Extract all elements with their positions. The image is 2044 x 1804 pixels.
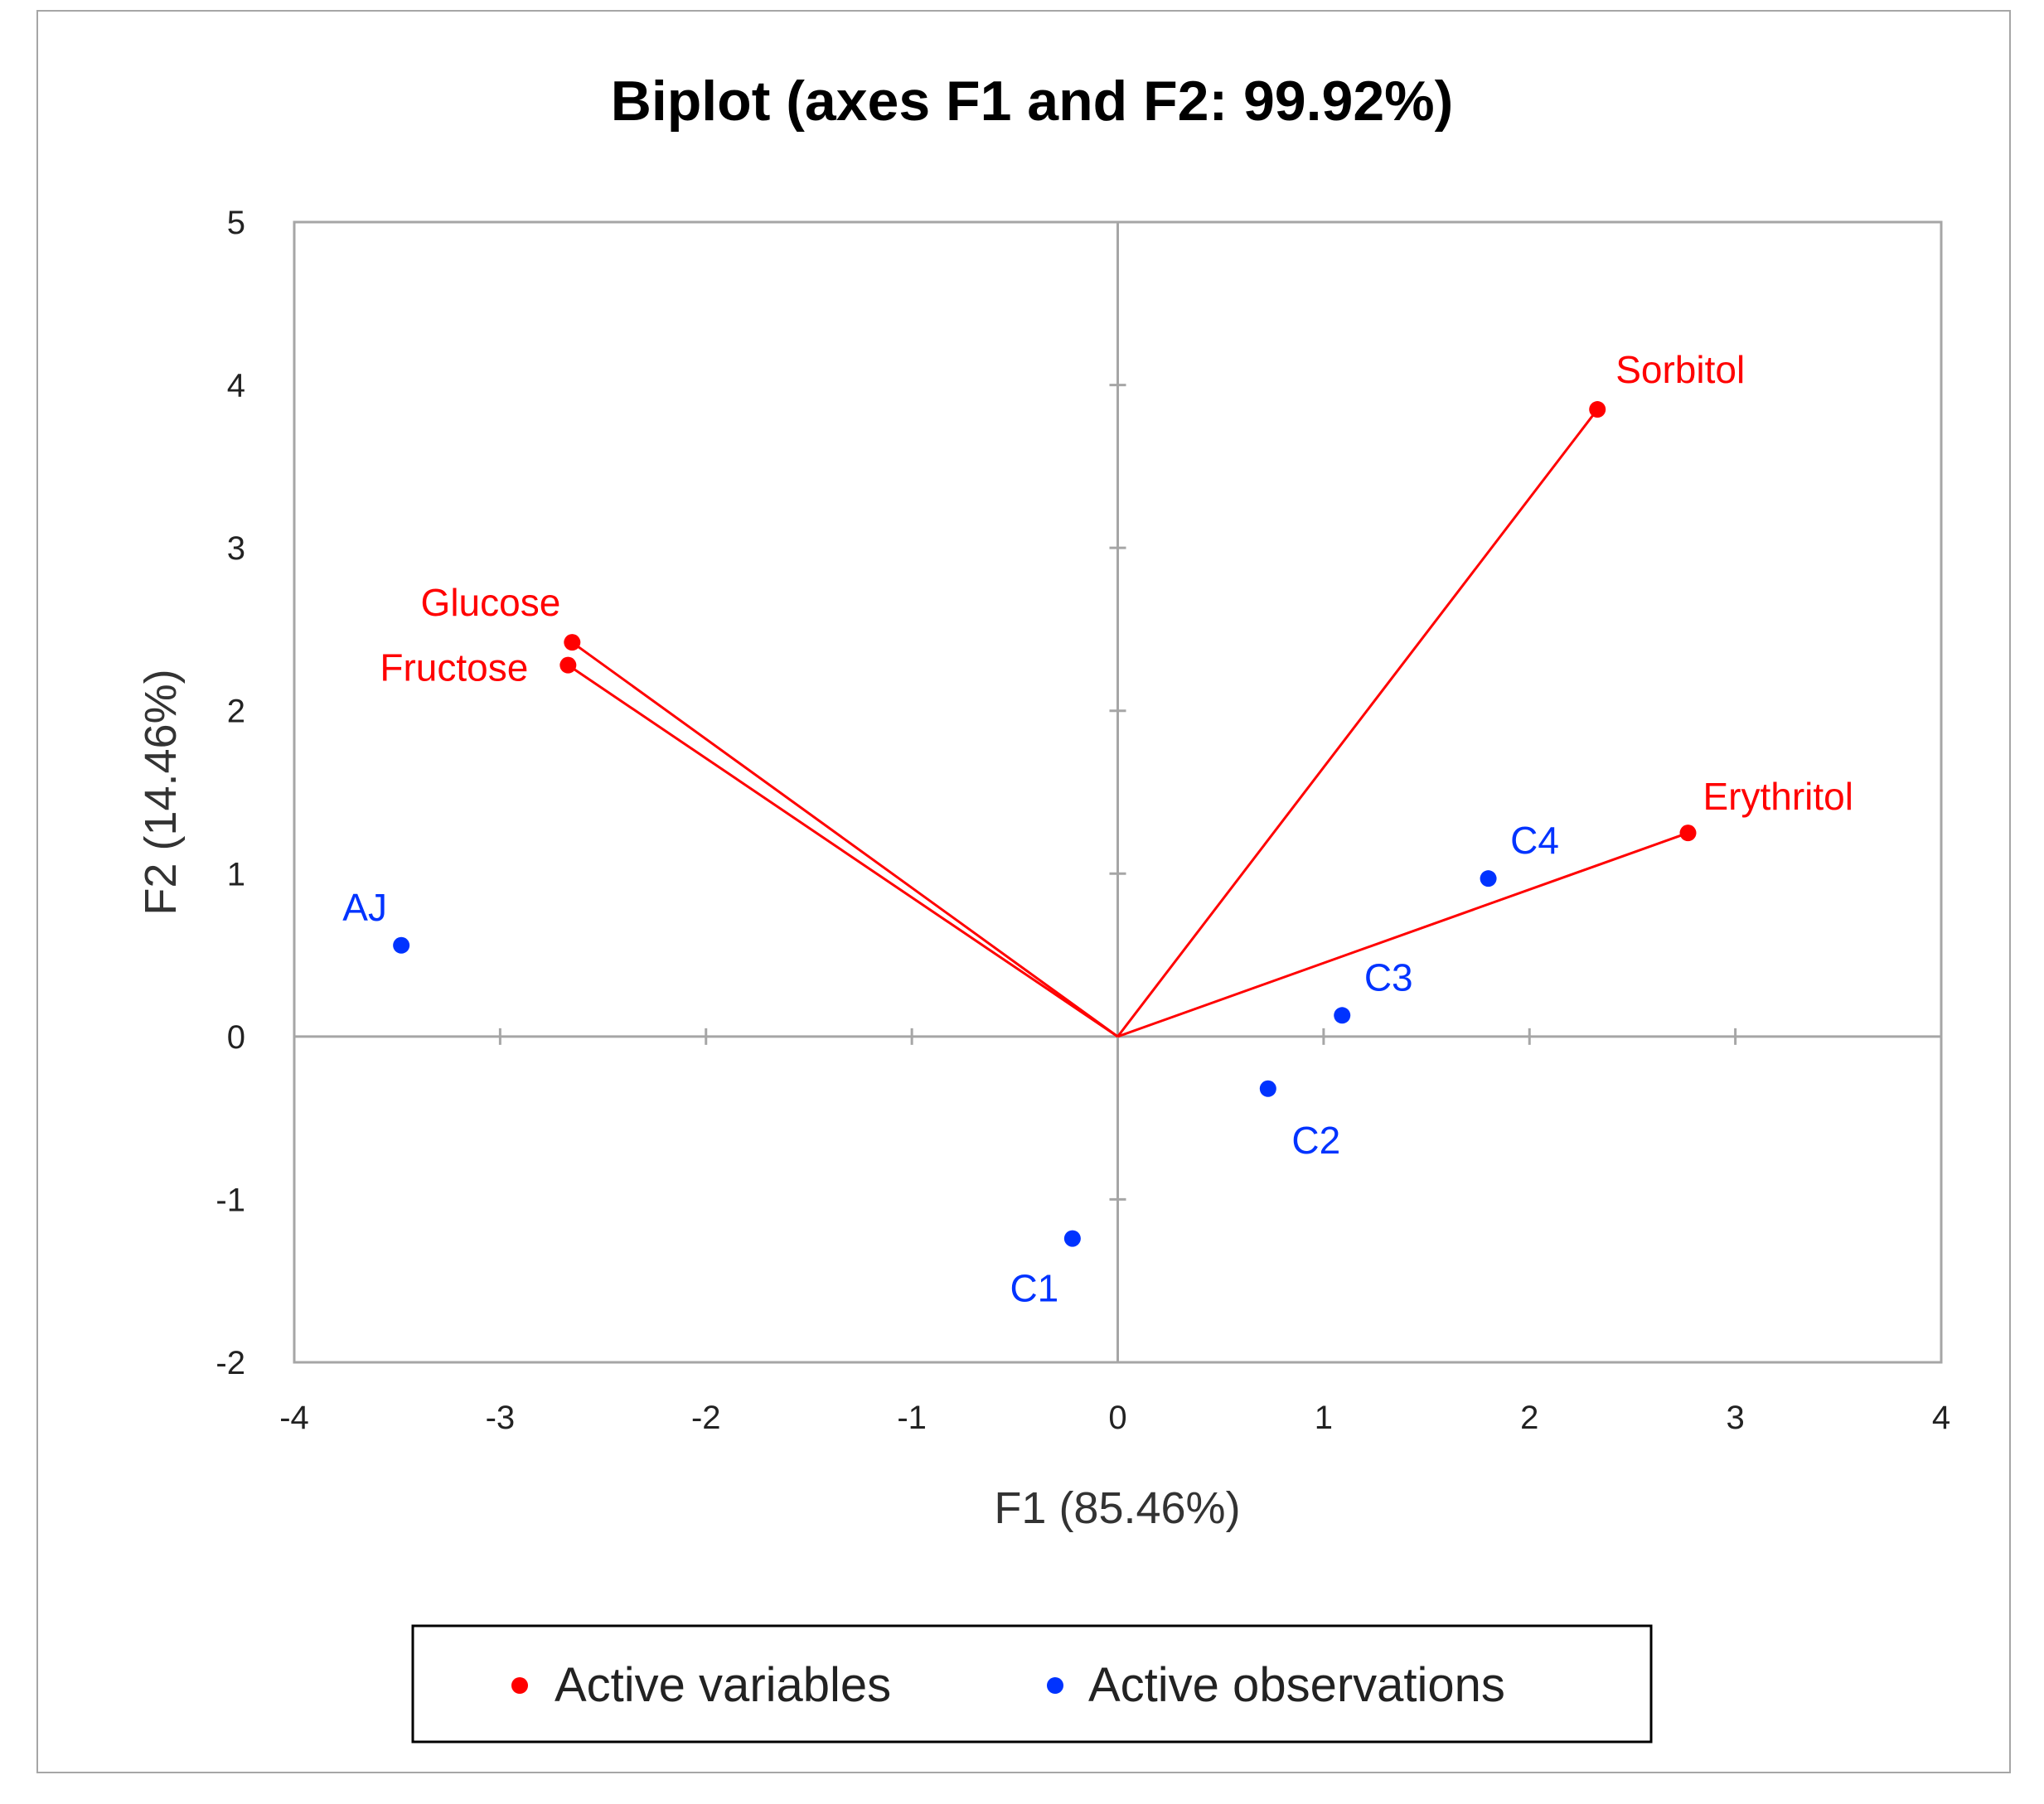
observation-points [393,401,1697,1247]
y-tick-label: 5 [227,205,245,241]
variable-point-glucose [564,634,581,651]
y-tick-label: -1 [216,1182,245,1218]
observation-point-c3 [1334,1007,1351,1024]
y-axis-title: F2 (14.46%) [136,669,186,915]
label-sorbitol: Sorbitol [1615,348,1745,391]
observation-point-aj [393,936,410,954]
variable-vectors [567,409,1689,1038]
vector-glucose [571,641,1119,1038]
x-axis-title: F1 (85.46%) [994,1483,1240,1533]
x-tick-label: -2 [691,1400,721,1436]
vector-sorbitol [1116,409,1599,1037]
x-tick-label: 3 [1727,1400,1745,1436]
label-erythritol: Erythritol [1703,775,1853,818]
x-tick-label: 4 [1932,1400,1950,1436]
x-tick-label: 2 [1520,1400,1538,1436]
x-tick-label: -3 [486,1400,516,1436]
legend-label-variables: Active variables [555,1658,891,1712]
y-tick-label: 0 [227,1019,245,1056]
legend-marker-variables [511,1677,528,1694]
x-tick-label: 1 [1315,1400,1333,1436]
label-glucose: Glucose [421,581,561,624]
y-tick-label: 3 [227,530,245,567]
ticks-layer: -4 -3 -2 -1 0 1 2 3 4 -2 -1 0 1 2 3 4 5 [216,205,1950,1436]
legend-marker-observations [1047,1677,1063,1694]
label-c3: C3 [1364,955,1413,999]
legend-label-observations: Active observations [1088,1658,1505,1712]
x-tick-label: 0 [1108,1400,1126,1436]
chart-title: Biplot (axes F1 and F2: 99.92%) [611,70,1454,133]
y-tick-label: 1 [227,856,245,892]
label-c1: C1 [1010,1267,1058,1310]
x-tick-label: -1 [897,1400,927,1436]
variable-point-erythritol [1679,825,1697,842]
legend-box [411,1624,1653,1744]
observation-point-c1 [1063,1230,1081,1247]
x-tick-label: -4 [279,1400,309,1436]
y-tick-label: -2 [216,1345,245,1381]
figure-frame [36,10,2011,1773]
label-c2: C2 [1291,1119,1340,1162]
label-fructose: Fructose [380,646,528,689]
label-c4: C4 [1510,819,1559,862]
variable-point-fructose [559,656,577,674]
y-tick-label: 4 [227,368,245,404]
vector-erythritol [1116,831,1689,1038]
legend: Active variables Active observations [411,1624,1653,1744]
vector-fructose [567,664,1119,1038]
y-tick-label: 2 [227,694,245,730]
point-labels: Glucose Fructose Sorbitol Erythritol AJ C1 C2 C… [342,348,1853,1310]
variable-point-sorbitol [1589,401,1606,418]
observation-point-c4 [1480,870,1497,887]
observation-point-c2 [1259,1080,1276,1097]
zero-axes [294,222,1941,1362]
label-aj: AJ [342,886,387,929]
